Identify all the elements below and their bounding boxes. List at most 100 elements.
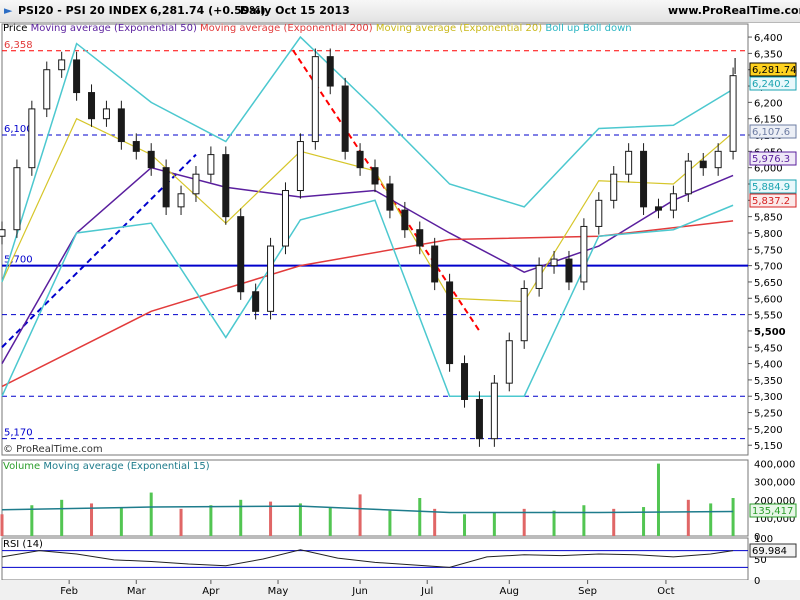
y-tick-label: 5,750 [754, 245, 783, 256]
candle-body [237, 216, 245, 293]
candle-body [73, 59, 81, 94]
volume-bar [463, 514, 467, 536]
volume-bar [60, 499, 64, 536]
x-tick-label: Feb [60, 586, 78, 597]
candle-body [162, 167, 170, 208]
candle [296, 133, 304, 199]
period-date: Daily Oct 15 2013 [240, 4, 350, 17]
menu-arrow-icon[interactable]: ► [4, 4, 13, 17]
price-legend: Price Moving average (Exponential 50) Mo… [3, 23, 632, 34]
volume-tick-label: 0 [754, 532, 760, 543]
candle [490, 375, 498, 447]
volume-tick-label: 300,000 [754, 478, 795, 489]
candle [595, 192, 603, 235]
volume-tick-label: 200,000 [754, 496, 795, 507]
y-tick-label: 5,200 [754, 425, 783, 436]
candle [147, 143, 155, 176]
x-tick-label: Jul [420, 586, 433, 597]
value-badge-label: 5,837.2 [752, 196, 790, 207]
value-badge [749, 179, 797, 194]
legend-volume-ema: Moving average (Exponential 15) [43, 461, 210, 472]
x-tick-label: Aug [500, 586, 520, 597]
candle-body [446, 281, 454, 365]
y-tick-label: 5,500 [754, 327, 786, 338]
candle-body [132, 141, 140, 152]
value-badge [749, 193, 797, 208]
candle-body [192, 173, 200, 195]
candle-body [729, 75, 737, 152]
rsi-badge [749, 543, 797, 558]
y-tick-label: 5,300 [754, 392, 783, 403]
candle [371, 159, 379, 193]
volume-bar [388, 510, 392, 536]
volume-bar [522, 508, 526, 536]
volume-bar [686, 499, 690, 536]
candle-body [356, 150, 364, 169]
volume-bar [298, 503, 302, 536]
y-tick-label: 6,200 [754, 98, 783, 109]
legend-volume: Volume [3, 461, 41, 472]
volume-bar [433, 508, 437, 536]
trendline-0 [1, 153, 197, 348]
candle-body [102, 108, 110, 120]
value-badge-label: 6,240.2 [752, 79, 790, 90]
candle-body [580, 225, 588, 283]
volume-bar [612, 508, 616, 536]
candle [252, 283, 260, 320]
volume-ema-line [1, 505, 734, 514]
candle [88, 84, 96, 127]
volume-bar [209, 505, 213, 536]
candle [13, 159, 21, 238]
candle [237, 208, 245, 300]
candle-body [490, 382, 498, 440]
candle [565, 250, 573, 291]
candle-body [222, 154, 230, 218]
volume-bar [418, 498, 422, 536]
volume-bar [582, 505, 586, 536]
value-badge [749, 151, 797, 166]
candle-body [28, 108, 36, 169]
y-tick-label: 5,600 [754, 294, 783, 305]
volume-bar [642, 507, 646, 536]
rsi-tick-label: 100 [754, 534, 773, 545]
candle-body [461, 363, 469, 400]
candle-body [669, 193, 677, 211]
y-tick-label: 5,350 [754, 376, 783, 387]
candle-body [13, 167, 21, 231]
y-tick-label: 6,400 [754, 33, 783, 44]
candle [102, 100, 110, 127]
legend-boll: Boll up Boll down [545, 23, 632, 34]
legend-ema200: Moving average (Exponential 200) [200, 23, 373, 34]
candle [461, 355, 469, 408]
candle [610, 166, 618, 209]
candle [267, 237, 275, 320]
candle [311, 48, 319, 150]
level-label-3: 5,170 [4, 428, 33, 439]
candle-body [550, 258, 558, 267]
site-label[interactable]: www.ProRealTime.com [668, 4, 800, 17]
candle [505, 332, 513, 392]
candle-body [505, 340, 513, 384]
header-bar: ► PSI20 - PSI 20 INDEX 6,281.74 (+0.59%)… [0, 0, 800, 23]
candle [341, 77, 349, 160]
candle-body [207, 154, 215, 175]
candle-body [520, 287, 528, 342]
candle [117, 100, 125, 150]
candle [73, 51, 81, 101]
candle-body [699, 160, 707, 169]
x-tick-label: Sep [578, 586, 597, 597]
candle [580, 218, 588, 291]
candle-body [58, 59, 66, 71]
candle [699, 152, 707, 176]
candle-body [714, 150, 722, 169]
candle-body [610, 173, 618, 201]
value-badge [749, 124, 797, 139]
candle [431, 237, 439, 291]
candle [654, 198, 662, 219]
volume-bar [0, 514, 4, 536]
x-tick-label: Mar [127, 586, 147, 597]
y-tick-label: 6,150 [754, 115, 783, 126]
candle [222, 146, 230, 225]
